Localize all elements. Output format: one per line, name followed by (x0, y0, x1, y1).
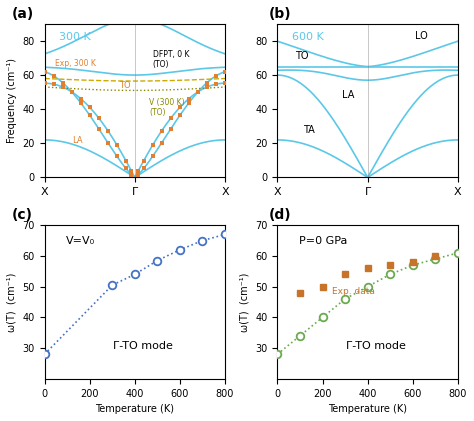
Text: Exp, 300 K: Exp, 300 K (55, 59, 96, 68)
Text: (a): (a) (12, 7, 35, 21)
Text: 300 K: 300 K (59, 32, 91, 42)
Text: P=0 GPa: P=0 GPa (299, 236, 347, 246)
Text: LA: LA (72, 136, 82, 145)
Text: (b): (b) (268, 7, 291, 21)
X-axis label: Temperature (K): Temperature (K) (95, 404, 174, 414)
Text: V=V₀: V=V₀ (66, 236, 95, 246)
Y-axis label: ω(T)  (cm⁻¹): ω(T) (cm⁻¹) (240, 272, 250, 332)
Text: Exp. data: Exp. data (331, 287, 374, 296)
Text: (d): (d) (268, 208, 291, 222)
Y-axis label: Frequency (cm⁻¹): Frequency (cm⁻¹) (7, 58, 17, 143)
Text: Γ-TO mode: Γ-TO mode (346, 341, 406, 351)
Text: LO: LO (415, 31, 428, 41)
Text: Γ-TO mode: Γ-TO mode (113, 341, 173, 351)
Y-axis label: ω(T)  (cm⁻¹): ω(T) (cm⁻¹) (7, 272, 17, 332)
Text: 600 K: 600 K (292, 32, 324, 42)
X-axis label: Temperature (K): Temperature (K) (328, 404, 407, 414)
Text: TO: TO (118, 81, 130, 90)
Text: DFPT, 0 K
(TO): DFPT, 0 K (TO) (153, 50, 189, 69)
Text: (c): (c) (12, 208, 33, 222)
Text: V (300 K)
(TO): V (300 K) (TO) (149, 98, 185, 117)
Text: TA: TA (303, 125, 314, 135)
Text: TO: TO (295, 51, 309, 61)
Text: LA: LA (342, 90, 355, 100)
